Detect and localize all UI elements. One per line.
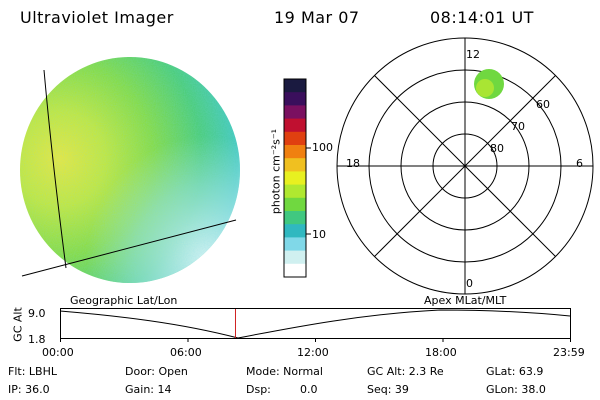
colorbar-band (284, 263, 306, 278)
time-tick-1200: 12:00 (297, 346, 329, 359)
colorbar-band (284, 92, 306, 106)
colorbar-band (284, 224, 306, 238)
colorbar-band (284, 237, 306, 252)
header-date: 19 Mar 07 (274, 8, 360, 27)
dsp-label: Dsp: (246, 383, 271, 396)
alt-ymax-label: 9.0 (28, 307, 46, 320)
apex-label: Apex MLat/MLT (424, 294, 507, 307)
door-info: Door: Open (125, 365, 188, 378)
colorbar-band (284, 197, 306, 212)
polar-mlt-label-12: 12 (466, 48, 480, 61)
seq-info: Seq: 39 (367, 383, 409, 396)
time-tick-0600: 06:00 (170, 346, 202, 359)
colorbar-tick-100: 100 (312, 141, 333, 154)
colorbar-tick-10: 10 (312, 228, 326, 241)
geographic-label: Geographic Lat/Lon (70, 294, 178, 307)
ip-info: IP: 36.0 (8, 383, 50, 396)
polar-lat-label-80: 80 (490, 142, 504, 155)
longitude-line (43, 69, 67, 269)
alt-axis-label: GC Alt (11, 307, 25, 342)
colorbar-band (284, 171, 306, 186)
gain-info: Gain: 14 (125, 383, 172, 396)
colorbar (283, 78, 311, 278)
polar-mlt-label-6: 6 (576, 157, 583, 170)
colorbar-band (284, 79, 306, 93)
altitude-timeline (59, 308, 571, 342)
instrument-title: Ultraviolet Imager (20, 8, 174, 27)
colorbar-band (284, 105, 306, 120)
colorbar-unit-label: photon cm⁻²s⁻¹ (269, 128, 283, 215)
alt-ymin-label: 1.8 (28, 333, 46, 346)
colorbar-band (284, 211, 306, 225)
colorbar-band (284, 131, 306, 146)
colorbar-band (284, 184, 306, 199)
time-tick-2359: 23:59 (553, 346, 585, 359)
polar-plot (336, 37, 594, 295)
time-tick-1800: 18:00 (425, 346, 457, 359)
mode-info: Mode: Normal (246, 365, 323, 378)
colorbar-band (284, 250, 306, 265)
colorbar-band (284, 145, 306, 159)
latitude-line (21, 219, 237, 277)
glon-info: GLon: 38.0 (486, 383, 546, 396)
dsp-value: 0.0 (300, 383, 318, 396)
filter-info: Flt: LBHL (8, 365, 57, 378)
glat-info: GLat: 63.9 (486, 365, 544, 378)
polar-mlt-label-18: 18 (346, 157, 360, 170)
polar-lat-label-60: 60 (536, 98, 550, 111)
header-time: 08:14:01 UT (430, 8, 534, 27)
colorbar-band (284, 118, 306, 133)
time-tick-0000: 00:00 (42, 346, 74, 359)
gc-alt-info: GC Alt: 2.3 Re (367, 365, 444, 378)
colorbar-band (284, 158, 306, 172)
polar-lat-label-70: 70 (511, 120, 525, 133)
polar-mlt-label-0: 0 (466, 277, 473, 290)
